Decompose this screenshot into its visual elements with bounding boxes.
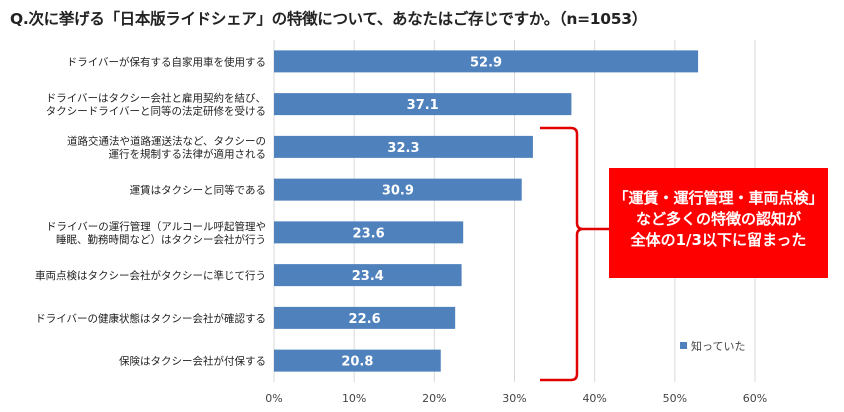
annotation-bracket	[540, 126, 609, 382]
x-tick-label: 20%	[422, 392, 446, 405]
bar	[274, 50, 699, 73]
bar-value-label: 52.9	[470, 55, 502, 70]
category-label: ドライバーはタクシー会社と雇用契約を結び、	[46, 92, 266, 105]
category-labels: ドライバーが保有する自家用車を使用するドライバーはタクシー会社と雇用契約を結び、…	[35, 55, 266, 367]
category-label: ドライバーの運行管理（アルコール呼起管理や	[46, 220, 266, 233]
bracket-line	[540, 126, 609, 382]
legend-label: 知っていた	[691, 339, 745, 353]
x-tick-label: 50%	[663, 392, 687, 405]
bar	[274, 178, 522, 201]
category-label: 保険はタクシー会社が付保する	[119, 355, 266, 368]
chart-title: Q.次に挙げる「日本版ライドシェア」の特徴について、あなたはご存じですか。（n=…	[10, 10, 647, 28]
category-label: 運行を規制する法律が適用される	[109, 147, 267, 160]
legend-swatch	[680, 342, 687, 349]
callout-box	[609, 168, 828, 278]
x-tick-labels: 0% 10% 20% 30% 40% 50% 60%	[265, 392, 767, 405]
bar-value-label: 23.4	[352, 269, 384, 284]
bar-series: 52.9 37.1 32.3 30.9 23.6 23.4 22.6 20.8	[274, 50, 699, 372]
category-label: 睡眠、勤務時間など）はタクシー会社が行う	[56, 233, 266, 246]
x-tick-label: 10%	[342, 392, 366, 405]
category-label: 車両点検はタクシー会社がタクシーに準じて行う	[35, 269, 266, 282]
callout-text-line: 全体の1/3以下に留まった	[630, 231, 807, 249]
bar	[274, 135, 533, 158]
bar	[274, 306, 456, 329]
bar	[274, 221, 464, 244]
category-label: 道路交通法や道路運送法など、タクシーの	[67, 134, 266, 147]
bar	[274, 264, 462, 287]
x-tick-label: 30%	[502, 392, 526, 405]
legend: 知っていた	[680, 339, 745, 353]
category-label: ドライバーが保有する自家用車を使用する	[67, 55, 266, 68]
x-tick-label: 60%	[743, 392, 767, 405]
bar	[274, 93, 572, 116]
bar-value-label: 30.9	[382, 184, 414, 199]
category-label: 運賃はタクシーと同等である	[130, 184, 266, 197]
callout-text-line: など多くの特徴の認知が	[636, 210, 802, 228]
category-label: タクシードライバーと同等の法定研修を受ける	[46, 105, 266, 118]
bar	[274, 349, 441, 372]
x-tick-label: 0%	[265, 392, 282, 405]
bar-value-label: 32.3	[387, 141, 419, 156]
bar-value-label: 37.1	[407, 98, 439, 113]
bar-value-label: 22.6	[349, 312, 381, 327]
bar-value-label: 20.8	[341, 355, 373, 370]
callout-text-line: 「運賃・運行管理・車両点検」	[613, 189, 823, 207]
category-label: ドライバーの健康状態はタクシー会社が確認する	[35, 312, 266, 325]
x-tick-label: 40%	[582, 392, 606, 405]
bar-value-label: 23.6	[353, 226, 385, 241]
